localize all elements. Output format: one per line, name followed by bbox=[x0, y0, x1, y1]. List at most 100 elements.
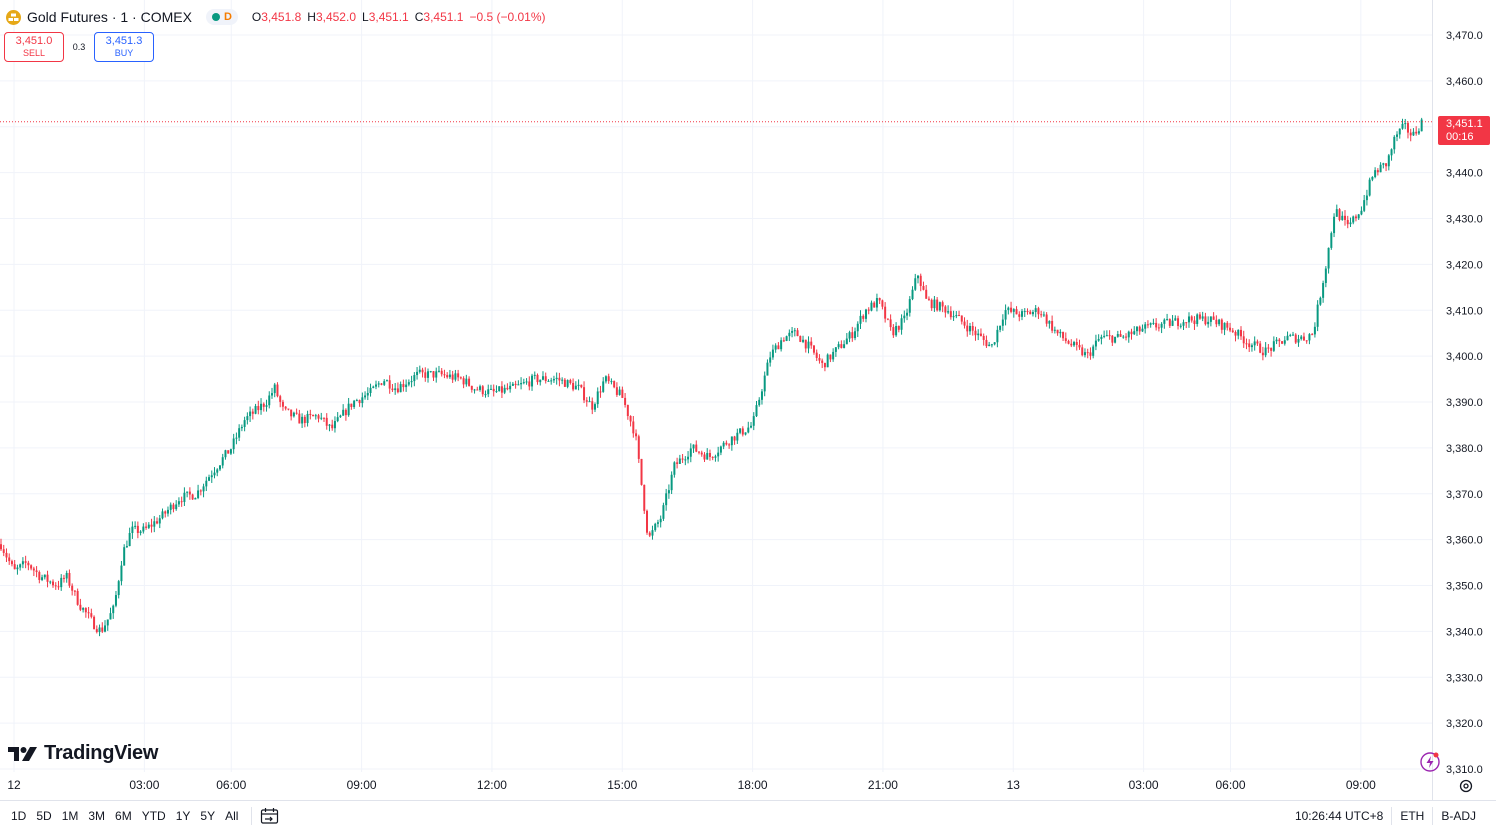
candle bbox=[552, 375, 555, 383]
candle bbox=[656, 519, 659, 528]
range-1y[interactable]: 1Y bbox=[175, 808, 191, 823]
range-5y[interactable]: 5Y bbox=[200, 808, 216, 823]
candle bbox=[1007, 306, 1010, 315]
candle bbox=[985, 335, 988, 348]
y-tick-label: 3,310.0 bbox=[1446, 764, 1483, 776]
candle bbox=[635, 429, 638, 441]
candle bbox=[561, 377, 564, 385]
candle bbox=[714, 454, 717, 462]
candle bbox=[320, 412, 323, 421]
candle bbox=[886, 318, 889, 321]
candle bbox=[0, 538, 2, 551]
candle bbox=[1023, 308, 1026, 317]
candle bbox=[506, 383, 509, 391]
candle bbox=[1198, 312, 1201, 320]
candle bbox=[123, 544, 126, 566]
candle bbox=[1305, 340, 1308, 344]
candle bbox=[435, 367, 438, 383]
market-open-dot bbox=[211, 13, 220, 21]
candle bbox=[1089, 347, 1092, 360]
candle bbox=[916, 274, 919, 284]
candle bbox=[1100, 334, 1103, 345]
candle bbox=[254, 403, 257, 415]
range-1d[interactable]: 1D bbox=[11, 808, 27, 823]
range-all[interactable]: All bbox=[225, 808, 239, 823]
candle bbox=[498, 386, 501, 392]
candle bbox=[125, 540, 128, 548]
candle bbox=[676, 457, 679, 469]
candle bbox=[1073, 340, 1076, 347]
candle bbox=[741, 426, 744, 437]
candle bbox=[1182, 319, 1185, 330]
candle bbox=[112, 604, 115, 619]
buy-button[interactable]: 3,451.3 BUY bbox=[94, 32, 154, 62]
candle bbox=[583, 381, 586, 404]
candle bbox=[1152, 318, 1155, 325]
candle bbox=[462, 376, 465, 389]
sell-button[interactable]: 3,451.0 SELL bbox=[4, 32, 64, 62]
candle bbox=[952, 310, 955, 321]
candle bbox=[979, 328, 982, 337]
candle bbox=[580, 384, 583, 389]
range-ytd[interactable]: YTD bbox=[141, 808, 166, 823]
candle bbox=[1108, 330, 1111, 340]
candle bbox=[158, 514, 161, 529]
goto-date-icon[interactable] bbox=[260, 807, 280, 825]
range-1m[interactable]: 1M bbox=[61, 808, 79, 823]
candle bbox=[301, 413, 304, 428]
adjustment-toggle[interactable]: B-ADJ bbox=[1441, 808, 1476, 823]
candle bbox=[448, 369, 451, 379]
range-6m[interactable]: 6M bbox=[115, 808, 132, 823]
candle bbox=[840, 340, 843, 349]
candle bbox=[128, 527, 131, 547]
lightning-icon[interactable] bbox=[1419, 751, 1441, 773]
candle bbox=[413, 372, 416, 387]
candle bbox=[938, 301, 941, 312]
symbol-title[interactable]: Gold Futures · 1 · COMEX bbox=[27, 9, 192, 25]
candle bbox=[550, 377, 553, 385]
candle bbox=[1127, 330, 1130, 343]
candle bbox=[1404, 118, 1407, 130]
candle bbox=[1138, 325, 1141, 335]
candle bbox=[1174, 315, 1177, 321]
candle bbox=[1004, 304, 1007, 326]
candle bbox=[268, 391, 271, 409]
tradingview-watermark[interactable]: TradingView bbox=[8, 742, 158, 765]
candle bbox=[695, 440, 698, 453]
candle bbox=[459, 376, 462, 380]
candle bbox=[1398, 128, 1401, 139]
spread-value: 0.3 bbox=[72, 42, 86, 52]
sell-label: SELL bbox=[22, 48, 46, 58]
candle bbox=[1146, 320, 1149, 329]
candle bbox=[1267, 344, 1270, 353]
candle bbox=[109, 607, 112, 620]
market-status-badge[interactable]: D bbox=[205, 9, 238, 25]
gear-icon[interactable] bbox=[1458, 778, 1474, 794]
price-chart[interactable]: 3,310.0 3,320.0 3,330.0 3,340.0 3,350.0 3,360… bbox=[0, 0, 1496, 800]
candle bbox=[156, 517, 159, 525]
candle bbox=[1261, 346, 1264, 361]
candle bbox=[566, 379, 569, 389]
range-5d[interactable]: 5D bbox=[36, 808, 52, 823]
range-3m[interactable]: 3M bbox=[88, 808, 106, 823]
candle bbox=[399, 381, 402, 393]
candle bbox=[1083, 348, 1086, 358]
session-toggle[interactable]: ETH bbox=[1400, 808, 1425, 823]
y-tick-label: 3,390.0 bbox=[1446, 397, 1483, 409]
candle bbox=[191, 493, 194, 500]
candle bbox=[210, 470, 213, 483]
candle bbox=[1360, 206, 1363, 216]
clock-timezone[interactable]: 10:26:44 UTC+8 bbox=[1294, 808, 1384, 823]
candle bbox=[221, 453, 224, 469]
candle bbox=[52, 579, 55, 588]
candle bbox=[1415, 126, 1418, 136]
candle bbox=[1179, 323, 1182, 329]
candle bbox=[856, 321, 859, 337]
candle bbox=[418, 365, 421, 374]
candle bbox=[780, 337, 783, 352]
candle bbox=[1075, 338, 1078, 351]
candle bbox=[810, 337, 813, 349]
candle bbox=[32, 566, 35, 577]
candle bbox=[728, 443, 731, 449]
candle bbox=[604, 375, 607, 384]
